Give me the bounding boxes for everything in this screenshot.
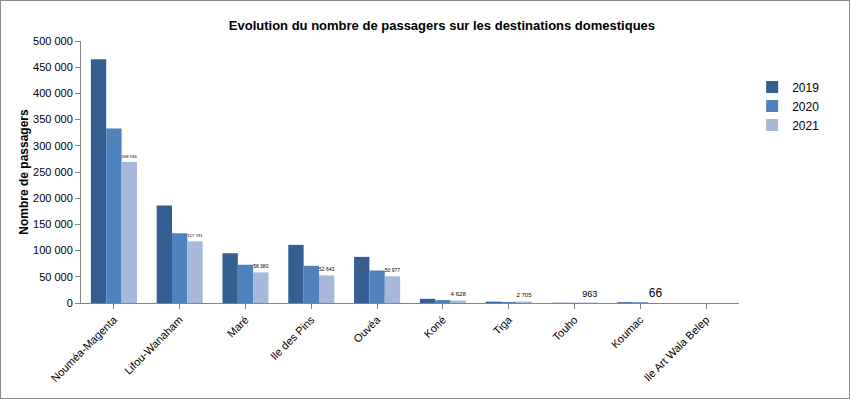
svg-text:2021: 2021 [792, 119, 819, 133]
svg-text:Maré: Maré [225, 314, 251, 340]
svg-text:250 000: 250 000 [33, 166, 73, 178]
svg-text:500 000: 500 000 [33, 35, 73, 47]
svg-text:58 380: 58 380 [253, 264, 268, 269]
svg-text:2020: 2020 [792, 100, 819, 114]
svg-text:Ile des Pins: Ile des Pins [268, 313, 317, 362]
svg-text:100 000: 100 000 [33, 244, 73, 256]
svg-text:963: 963 [582, 289, 597, 299]
svg-text:0: 0 [67, 297, 73, 309]
svg-text:Koné: Koné [422, 314, 449, 341]
svg-text:400 000: 400 000 [33, 87, 73, 99]
svg-text:Ile Art Wala Belep: Ile Art Wala Belep [641, 314, 711, 384]
svg-text:52 643: 52 643 [319, 267, 334, 272]
svg-text:Nouméa-Magenta: Nouméa-Magenta [48, 313, 119, 384]
svg-text:Nombre de passagers: Nombre de passagers [17, 109, 31, 235]
svg-text:200 000: 200 000 [33, 192, 73, 204]
svg-text:Touho: Touho [550, 314, 580, 344]
svg-text:450 000: 450 000 [33, 61, 73, 73]
svg-text:150 000: 150 000 [33, 218, 73, 230]
svg-text:50 000: 50 000 [39, 271, 73, 283]
svg-text:350 000: 350 000 [33, 113, 73, 125]
svg-text:66: 66 [649, 286, 663, 300]
svg-text:Evolution du nombre de passage: Evolution du nombre de passagers sur les… [229, 18, 655, 33]
svg-text:Tiga: Tiga [491, 313, 515, 337]
svg-text:Koumac: Koumac [609, 313, 646, 350]
svg-text:268 936: 268 936 [122, 154, 138, 159]
svg-text:Ouvéa: Ouvéa [351, 313, 383, 345]
svg-text:4 628: 4 628 [451, 291, 467, 297]
svg-text:117 731: 117 731 [187, 233, 203, 238]
svg-text:2 705: 2 705 [516, 292, 532, 298]
svg-text:2019: 2019 [792, 81, 819, 95]
svg-text:Lifou-Wanaham: Lifou-Wanaham [122, 314, 185, 377]
svg-text:300 000: 300 000 [33, 140, 73, 152]
svg-text:50 977: 50 977 [385, 268, 400, 273]
